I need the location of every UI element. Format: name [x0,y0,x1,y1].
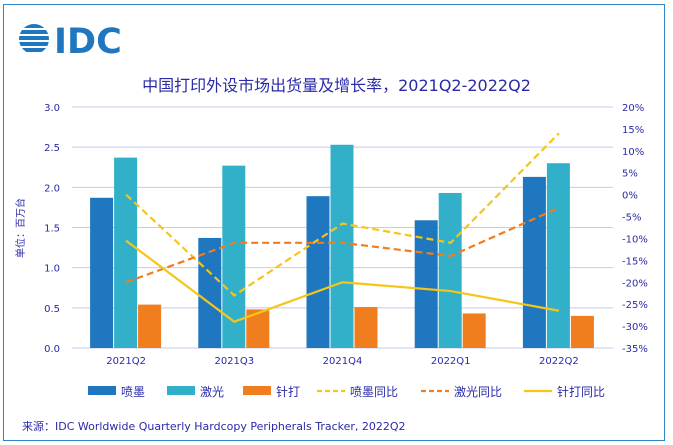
y2-tick-label: -5% [622,213,641,224]
y2-tick-label: -20% [622,278,648,289]
bar-针打 [570,315,594,348]
legend-label: 针打同比 [557,384,605,399]
bar-喷墨 [90,197,114,348]
y-axis-label: 单位：百万台 [14,198,27,258]
y-tick-label: 0.5 [44,304,60,315]
bar-喷墨 [306,196,330,348]
y-tick-label: 0.0 [44,344,60,355]
bar-激光 [330,144,354,348]
legend-label: 喷墨 [121,385,145,399]
chart-frame [3,4,665,441]
bar-喷墨 [522,176,546,348]
bar-喷墨 [414,220,438,348]
logo-text: IDC [54,22,122,56]
y2-tick-label: -10% [622,234,648,245]
line-针打同比 [125,239,560,323]
x-tick-label: 2021Q4 [323,356,363,367]
bar-针打 [246,309,270,348]
bar-针打 [354,307,378,348]
y2-tick-label: 20% [622,103,644,114]
legend-swatch [88,386,116,395]
idc-logo-icon: IDC [19,22,122,62]
x-tick-label: 2021Q2 [106,356,146,367]
legend-swatch [167,386,195,395]
y2-tick-label: 5% [622,169,638,180]
bar-喷墨 [198,237,222,348]
legend-label: 喷墨同比 [350,385,398,399]
y2-tick-label: -30% [622,322,648,333]
legend-label: 激光同比 [454,385,502,399]
y-tick-label: 2.0 [44,183,60,194]
y2-tick-label: -25% [622,300,648,311]
y-tick-label: 1.0 [44,264,60,275]
y2-tick-label: -35% [622,344,648,355]
bar-激光 [438,192,462,348]
bar-激光 [546,163,570,348]
source-note: 来源：IDC Worldwide Quarterly Hardcopy Peri… [22,420,406,433]
y2-tick-label: -15% [622,256,648,267]
legend-swatch [243,386,271,395]
idc-logo: IDC [18,22,128,62]
y2-tick-label: 0% [622,191,638,202]
bar-针打 [138,304,162,348]
y-tick-label: 3.0 [44,103,60,114]
y2-tick-label: 15% [622,125,644,136]
x-tick-label: 2021Q3 [214,356,254,367]
bar-针打 [462,313,486,348]
line-激光同比 [125,206,560,284]
y-tick-label: 2.5 [44,143,60,154]
x-tick-label: 2022Q1 [431,356,471,367]
x-tick-label: 2022Q2 [539,356,579,367]
line-喷墨同比 [125,132,560,297]
y2-tick-label: 10% [622,147,644,158]
legend-label: 激光 [200,385,224,399]
chart-title: 中国打印外设市场出货量及增长率，2021Q2-2022Q2 [142,76,531,95]
y-tick-label: 1.5 [44,224,60,235]
bar-激光 [114,157,138,348]
legend-label: 针打 [276,384,300,399]
bar-激光 [222,165,246,348]
